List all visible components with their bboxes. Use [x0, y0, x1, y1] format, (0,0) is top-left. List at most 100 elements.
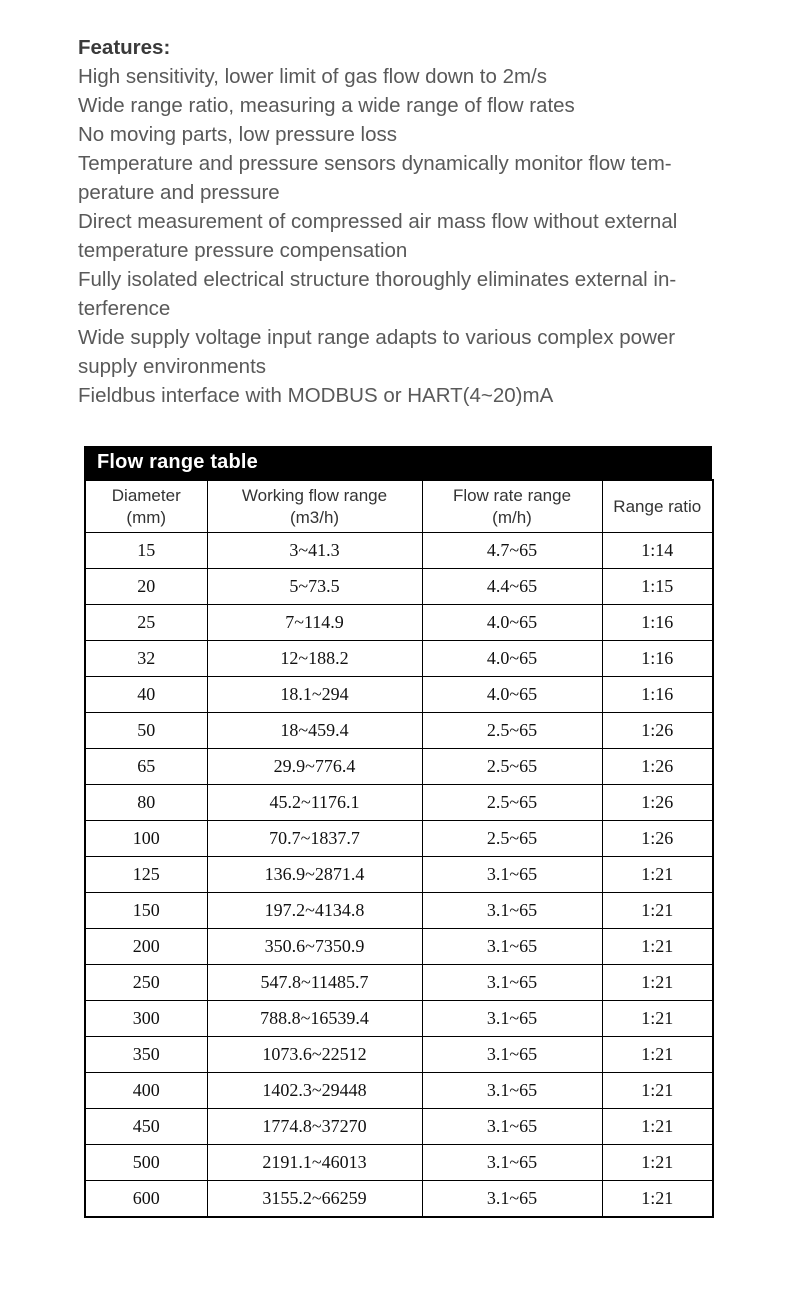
working-flow-range-cell: 788.8~16539.4 — [206, 1000, 423, 1037]
feature-line: No moving parts, low pressure loss — [78, 123, 398, 146]
table-title-bar: Flow range table — [84, 446, 712, 479]
table-row: 32 12~188.2 4.0~65 1:16 — [84, 640, 714, 677]
flow-rate-range-cell: 3.1~65 — [421, 1108, 603, 1145]
flow-range-table: Diameter (mm) Working flow range (m3/h) … — [84, 479, 714, 1218]
flow-rate-range-cell: 4.7~65 — [421, 532, 603, 569]
column-header-line: Diameter — [111, 485, 181, 505]
range-ratio-cell: 1:26 — [601, 820, 714, 857]
diameter-cell: 125 — [84, 856, 208, 893]
column-header-line: Range ratio — [613, 496, 702, 516]
diameter-cell: 65 — [84, 748, 208, 785]
working-flow-range-cell: 18~459.4 — [206, 712, 423, 749]
table-row: 80 45.2~1176.1 2.5~65 1:26 — [84, 784, 714, 821]
diameter-cell: 250 — [84, 964, 208, 1001]
table-row: 25 7~114.9 4.0~65 1:16 — [84, 604, 714, 641]
working-flow-range-cell: 1402.3~29448 — [206, 1072, 423, 1109]
diameter-cell: 600 — [84, 1180, 208, 1218]
flow-rate-range-cell: 2.5~65 — [421, 820, 603, 857]
column-header-range-ratio: Range ratio — [601, 479, 714, 533]
feature-line: supply environments — [78, 355, 267, 378]
flow-rate-range-cell: 2.5~65 — [421, 784, 603, 821]
flow-rate-range-cell: 4.0~65 — [421, 640, 603, 677]
flow-range-table-section: Flow range table Diameter (mm) Working f… — [84, 446, 714, 1218]
range-ratio-cell: 1:21 — [601, 964, 714, 1001]
range-ratio-cell: 1:21 — [601, 1180, 714, 1218]
column-header-line: Flow rate range — [452, 485, 572, 505]
working-flow-range-cell: 136.9~2871.4 — [206, 856, 423, 893]
flow-rate-range-cell: 3.1~65 — [421, 1072, 603, 1109]
feature-line: High sensitivity, lower limit of gas flo… — [78, 65, 548, 88]
table-row: 50 18~459.4 2.5~65 1:26 — [84, 712, 714, 749]
flow-rate-range-cell: 2.5~65 — [421, 712, 603, 749]
flow-rate-range-cell: 3.1~65 — [421, 1000, 603, 1037]
working-flow-range-cell: 2191.1~46013 — [206, 1144, 423, 1181]
diameter-cell: 32 — [84, 640, 208, 677]
features-list: High sensitivity, lower limit of gas flo… — [78, 62, 758, 410]
working-flow-range-cell: 7~114.9 — [206, 604, 423, 641]
table-header-row: Diameter (mm) Working flow range (m3/h) … — [84, 479, 714, 533]
working-flow-range-cell: 547.8~11485.7 — [206, 964, 423, 1001]
flow-rate-range-cell: 3.1~65 — [421, 892, 603, 929]
working-flow-range-cell: 29.9~776.4 — [206, 748, 423, 785]
working-flow-range-cell: 5~73.5 — [206, 568, 423, 605]
column-header-flow-rate-range: Flow rate range (m/h) — [421, 479, 603, 533]
flow-rate-range-cell: 4.4~65 — [421, 568, 603, 605]
diameter-cell: 20 — [84, 568, 208, 605]
feature-line: Fieldbus interface with MODBUS or HART(4… — [78, 384, 554, 407]
range-ratio-cell: 1:21 — [601, 1000, 714, 1037]
column-header-unit: (mm) — [126, 507, 167, 527]
range-ratio-cell: 1:21 — [601, 1144, 714, 1181]
working-flow-range-cell: 1073.6~22512 — [206, 1036, 423, 1073]
working-flow-range-cell: 350.6~7350.9 — [206, 928, 423, 965]
working-flow-range-cell: 45.2~1176.1 — [206, 784, 423, 821]
column-header-unit: (m3/h) — [289, 507, 340, 527]
table-row: 600 3155.2~66259 3.1~65 1:21 — [84, 1180, 714, 1218]
table-body: 15 3~41.3 4.7~65 1:14 20 5~73.5 4.4~65 1… — [84, 532, 714, 1218]
column-header-working-flow-range: Working flow range (m3/h) — [206, 479, 423, 533]
flow-rate-range-cell: 3.1~65 — [421, 964, 603, 1001]
table-row: 125 136.9~2871.4 3.1~65 1:21 — [84, 856, 714, 893]
diameter-cell: 100 — [84, 820, 208, 857]
range-ratio-cell: 1:21 — [601, 928, 714, 965]
diameter-cell: 200 — [84, 928, 208, 965]
working-flow-range-cell: 70.7~1837.7 — [206, 820, 423, 857]
flow-rate-range-cell: 3.1~65 — [421, 856, 603, 893]
flow-rate-range-cell: 3.1~65 — [421, 1180, 603, 1218]
working-flow-range-cell: 197.2~4134.8 — [206, 892, 423, 929]
working-flow-range-cell: 3155.2~66259 — [206, 1180, 423, 1218]
flow-rate-range-cell: 4.0~65 — [421, 604, 603, 641]
range-ratio-cell: 1:21 — [601, 892, 714, 929]
table-row: 20 5~73.5 4.4~65 1:15 — [84, 568, 714, 605]
table-row: 200 350.6~7350.9 3.1~65 1:21 — [84, 928, 714, 965]
range-ratio-cell: 1:26 — [601, 748, 714, 785]
flow-rate-range-cell: 2.5~65 — [421, 748, 603, 785]
working-flow-range-cell: 3~41.3 — [206, 532, 423, 569]
flow-rate-range-cell: 3.1~65 — [421, 1036, 603, 1073]
diameter-cell: 15 — [84, 532, 208, 569]
range-ratio-cell: 1:21 — [601, 1072, 714, 1109]
range-ratio-cell: 1:16 — [601, 604, 714, 641]
table-row: 300 788.8~16539.4 3.1~65 1:21 — [84, 1000, 714, 1037]
range-ratio-cell: 1:21 — [601, 1108, 714, 1145]
diameter-cell: 450 — [84, 1108, 208, 1145]
working-flow-range-cell: 12~188.2 — [206, 640, 423, 677]
table-row: 40 18.1~294 4.0~65 1:16 — [84, 676, 714, 713]
diameter-cell: 40 — [84, 676, 208, 713]
feature-line: Temperature and pressure sensors dynamic… — [78, 152, 672, 175]
diameter-cell: 150 — [84, 892, 208, 929]
range-ratio-cell: 1:16 — [601, 676, 714, 713]
range-ratio-cell: 1:16 — [601, 640, 714, 677]
diameter-cell: 25 — [84, 604, 208, 641]
diameter-cell: 50 — [84, 712, 208, 749]
table-row: 450 1774.8~37270 3.1~65 1:21 — [84, 1108, 714, 1145]
features-section: Features: High sensitivity, lower limit … — [78, 33, 758, 410]
table-row: 400 1402.3~29448 3.1~65 1:21 — [84, 1072, 714, 1109]
column-header-unit: (m/h) — [492, 507, 532, 527]
diameter-cell: 300 — [84, 1000, 208, 1037]
column-header-diameter: Diameter (mm) — [84, 479, 208, 533]
range-ratio-cell: 1:14 — [601, 532, 714, 569]
feature-line: Fully isolated electrical structure thor… — [78, 268, 677, 291]
feature-line: temperature pressure compensation — [78, 239, 408, 262]
feature-line: Wide supply voltage input range adapts t… — [78, 326, 676, 349]
table-row: 150 197.2~4134.8 3.1~65 1:21 — [84, 892, 714, 929]
